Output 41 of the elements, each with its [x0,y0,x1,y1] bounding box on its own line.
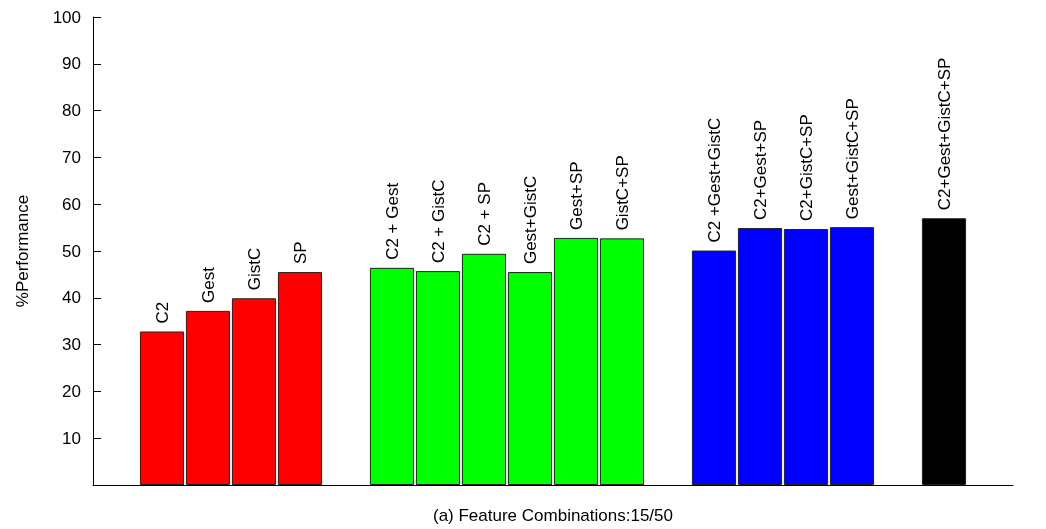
bar [507,272,553,485]
x-tick-label: C2+Gest+GistC+SP [934,57,954,211]
bar [553,237,599,485]
bar [783,229,829,485]
bar [829,227,875,485]
x-tick-label: GistC+SP [612,155,632,231]
bar [599,238,645,485]
y-tick-label: 50 [62,241,81,261]
x-tick-label: C2 + Gest [382,182,402,260]
y-axis-title: %Performance [13,194,32,308]
x-tick-label: Gest+SP [566,161,586,230]
y-tick-label: 90 [62,54,81,74]
x-tick-label: C2 + GistC [428,179,448,264]
bar [231,298,277,485]
x-tick-label: Gest [198,266,218,303]
x-tick-label: C2 + SP [474,182,494,246]
bar [139,331,185,485]
x-tick-label: SP [290,241,310,265]
bar [277,272,323,485]
y-tick-label: 10 [62,428,81,448]
y-tick-label: 80 [62,101,81,121]
bar [369,267,415,485]
y-tick-label: 40 [62,288,81,308]
bar [185,310,231,485]
x-axis-title: (a) Feature Combinations:15/50 [432,506,674,525]
x-tick-label: GistC [244,247,264,291]
y-tick-label: 60 [62,194,81,214]
x-tick-label: C2+Gest+SP [750,119,770,221]
y-tick-label: 100 [52,7,81,27]
bar [461,253,507,485]
x-tick-label: C2+GistC+SP [796,114,816,221]
x-tick-label: Gest+GistC+SP [842,98,862,220]
y-tick-label: 20 [62,381,81,401]
x-tick-label: C2 +Gest+GistC [704,117,724,243]
y-tick-label: 70 [62,147,81,167]
bar [691,250,737,485]
bar [415,271,461,485]
x-tick-label: Gest+GistC [520,175,540,265]
y-tick-label: 30 [62,335,81,355]
x-tick-label: C2 [152,301,172,324]
bar [737,228,783,485]
